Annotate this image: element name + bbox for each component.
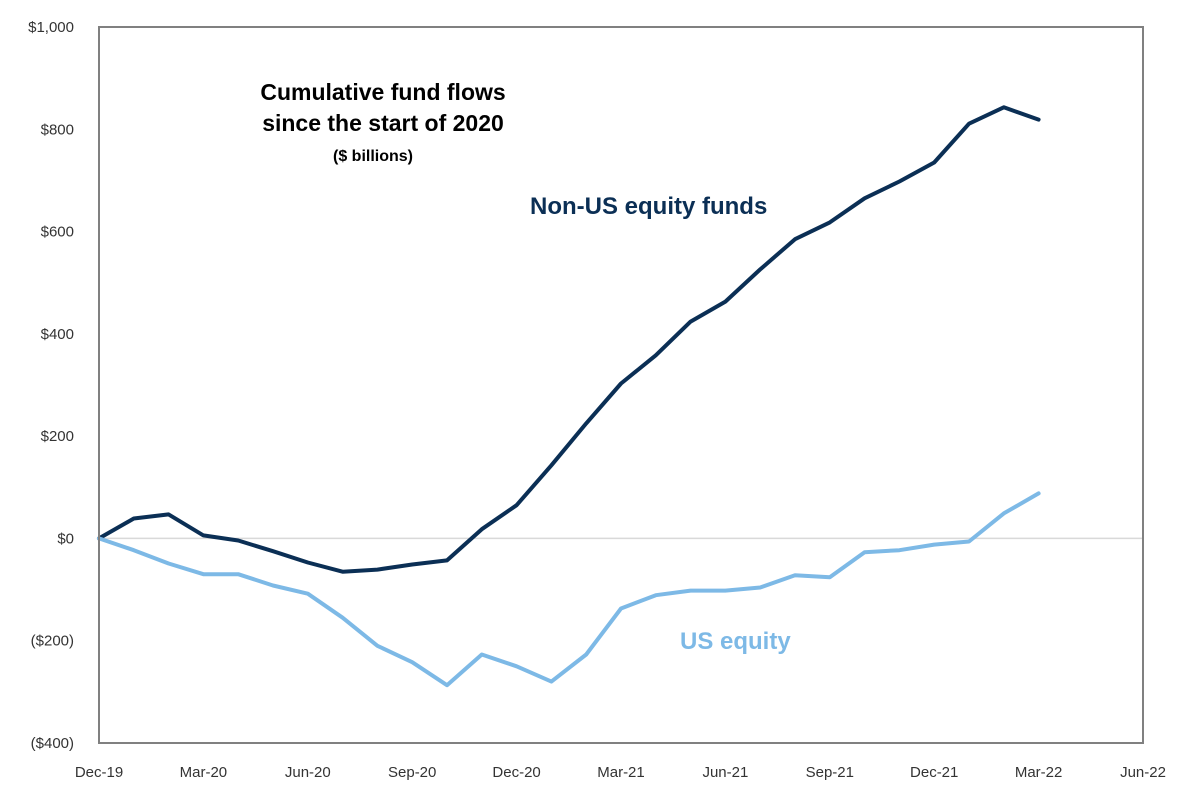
y-axis-tick-labels: ($400) ($200) $0 $200 $400 $600 $800 $1,000 [28, 19, 74, 752]
chart-title-line-2: since the start of 2020 [262, 110, 504, 136]
x-tick-label: Mar-22 [1015, 764, 1063, 781]
y-tick-label: ($400) [31, 735, 74, 752]
chart-title-line-1: Cumulative fund flows [260, 79, 505, 105]
y-tick-label: ($200) [31, 633, 74, 650]
x-tick-label: Jun-21 [702, 764, 748, 781]
x-tick-label: Sep-21 [806, 764, 854, 781]
x-tick-label: Jun-20 [285, 764, 331, 781]
y-tick-label: $200 [41, 428, 74, 445]
series-lines [97, 105, 1041, 688]
non-us-equity-label: Non-US equity funds [530, 193, 767, 220]
y-tick-label: $400 [41, 326, 74, 343]
x-tick-label: Dec-20 [492, 764, 540, 781]
x-tick-label: Jun-22 [1120, 764, 1166, 781]
series-line-us-equity [97, 491, 1041, 688]
y-tick-label: $0 [57, 530, 74, 547]
x-tick-label: Dec-19 [75, 764, 123, 781]
plot-frame [98, 26, 1144, 744]
x-axis-tick-labels: Dec-19 Mar-20 Jun-20 Sep-20 Dec-20 Mar-21 Jun-… [75, 764, 1166, 781]
x-tick-label: Mar-20 [180, 764, 228, 781]
x-tick-label: Dec-21 [910, 764, 958, 781]
y-tick-label: $600 [41, 224, 74, 241]
y-tick-label: $1,000 [28, 19, 74, 36]
y-tick-label: $800 [41, 121, 74, 138]
chart-subtitle: ($ billions) [333, 148, 413, 165]
x-tick-label: Mar-21 [597, 764, 645, 781]
x-tick-label: Sep-20 [388, 764, 436, 781]
series-line-non-us-equity-funds [97, 105, 1041, 574]
us-equity-label: US equity [680, 628, 791, 655]
